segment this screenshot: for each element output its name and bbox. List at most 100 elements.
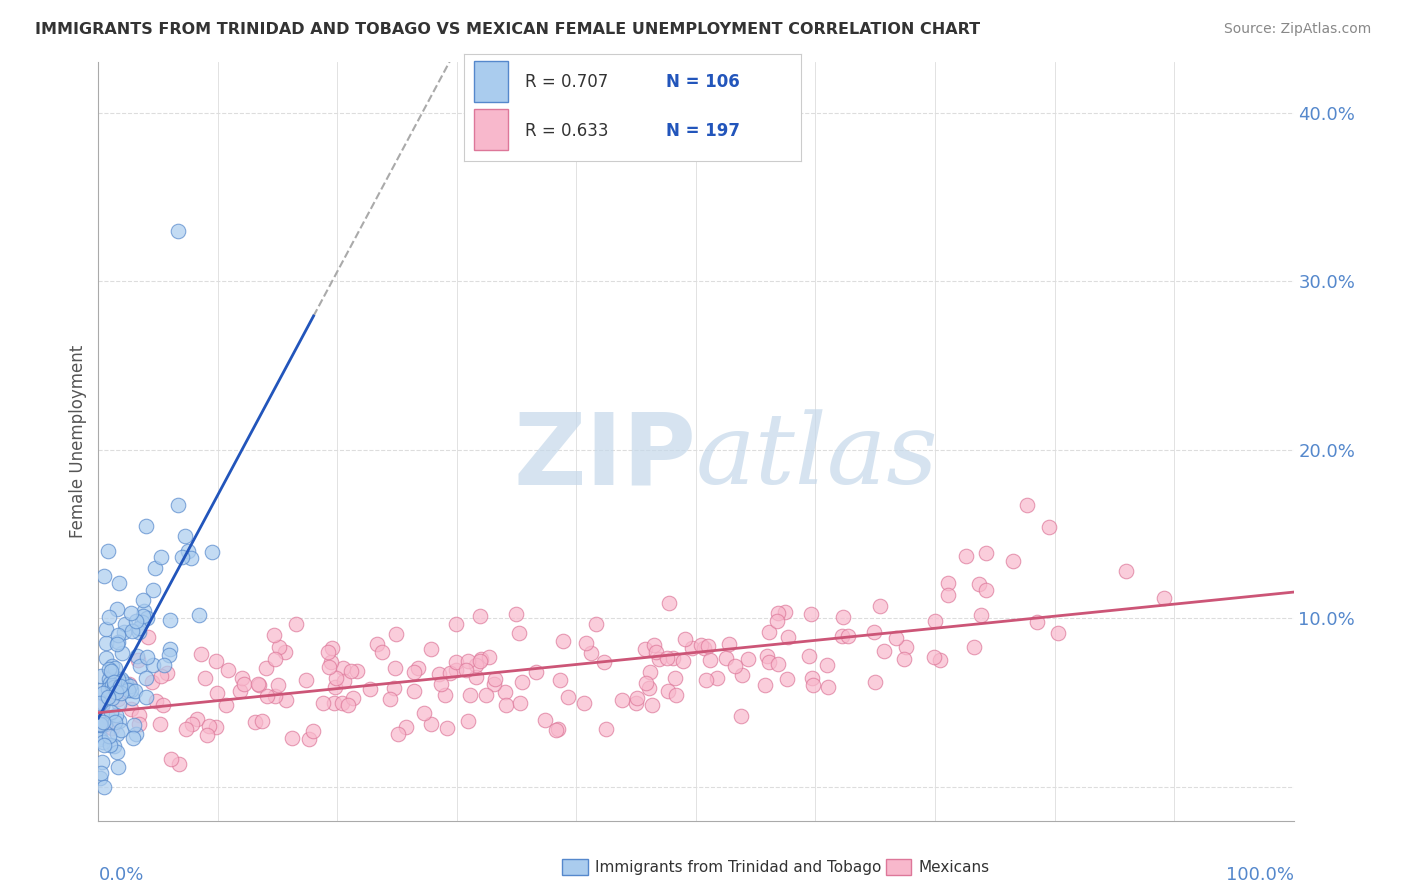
Point xyxy=(160,752,183,766)
Point xyxy=(91,734,114,748)
Point xyxy=(136,630,159,644)
Point xyxy=(124,684,146,698)
Point xyxy=(385,627,408,641)
Point xyxy=(100,705,122,719)
Point xyxy=(661,651,683,665)
Point xyxy=(104,714,127,729)
Point xyxy=(108,697,131,711)
Point xyxy=(801,671,824,685)
Point xyxy=(107,628,129,642)
Point xyxy=(89,696,111,710)
Point xyxy=(478,650,501,665)
Point xyxy=(131,615,153,629)
Point xyxy=(105,637,128,651)
Point xyxy=(936,589,959,603)
Point xyxy=(120,702,142,716)
Point xyxy=(101,669,124,683)
Point xyxy=(766,614,789,628)
Point xyxy=(718,637,741,651)
Point xyxy=(121,731,143,746)
Point xyxy=(470,652,492,666)
Point xyxy=(135,671,157,685)
FancyBboxPatch shape xyxy=(474,109,508,150)
Point xyxy=(800,607,823,621)
Point xyxy=(98,662,121,676)
Point xyxy=(325,672,347,686)
Point xyxy=(693,641,716,656)
Point xyxy=(273,645,295,659)
Point xyxy=(110,685,132,699)
Point xyxy=(89,717,111,731)
Point xyxy=(295,673,318,687)
Point xyxy=(267,678,290,692)
Point xyxy=(387,726,409,740)
Point xyxy=(132,609,155,624)
Point xyxy=(121,691,143,706)
Point xyxy=(893,651,915,665)
Point xyxy=(323,680,346,694)
Point xyxy=(97,673,120,687)
Point xyxy=(321,656,343,670)
Point xyxy=(637,681,659,695)
Point xyxy=(89,772,111,786)
Point xyxy=(333,674,356,689)
Point xyxy=(103,739,125,753)
Point xyxy=(768,657,790,671)
Point xyxy=(695,673,717,687)
Point xyxy=(247,677,270,691)
Text: R = 0.633: R = 0.633 xyxy=(524,121,609,139)
Point xyxy=(766,606,789,620)
Point xyxy=(180,550,202,565)
Point xyxy=(93,780,115,794)
Point xyxy=(94,716,117,731)
Point xyxy=(420,641,443,656)
Point xyxy=(610,692,633,706)
Point xyxy=(135,518,157,533)
Point xyxy=(167,224,190,238)
Y-axis label: Female Unemployment: Female Unemployment xyxy=(69,345,87,538)
Point xyxy=(1153,591,1175,605)
Point xyxy=(128,707,150,722)
Point xyxy=(91,696,114,710)
Point xyxy=(201,545,224,559)
Point xyxy=(107,672,129,686)
Point xyxy=(105,685,128,699)
Point xyxy=(924,614,946,628)
Point xyxy=(247,678,270,692)
Point xyxy=(359,681,381,696)
Point xyxy=(204,655,226,669)
Point xyxy=(284,616,307,631)
Point xyxy=(302,723,325,738)
Point xyxy=(427,667,450,681)
Point xyxy=(706,671,728,685)
Point xyxy=(444,655,467,669)
Point xyxy=(152,657,174,672)
Point xyxy=(103,675,125,690)
Point xyxy=(264,652,287,666)
Point xyxy=(120,606,142,620)
Point xyxy=(110,679,132,693)
Point xyxy=(550,673,572,687)
Point xyxy=(167,756,190,771)
Point xyxy=(936,575,959,590)
Text: atlas: atlas xyxy=(696,409,939,504)
Point xyxy=(655,650,678,665)
Point xyxy=(136,611,159,625)
Point xyxy=(634,675,657,690)
Point xyxy=(454,663,477,677)
Point xyxy=(128,717,150,731)
Point xyxy=(98,739,121,753)
Text: N = 197: N = 197 xyxy=(666,121,741,139)
Point xyxy=(754,678,776,692)
Point xyxy=(105,673,128,688)
Point xyxy=(91,714,114,729)
Point xyxy=(205,721,228,735)
Point xyxy=(167,498,190,512)
Point xyxy=(681,641,703,656)
Point xyxy=(107,714,129,728)
Point xyxy=(955,549,977,563)
Point xyxy=(150,669,173,683)
Point xyxy=(233,677,256,691)
Point xyxy=(647,651,669,665)
Point xyxy=(93,569,115,583)
